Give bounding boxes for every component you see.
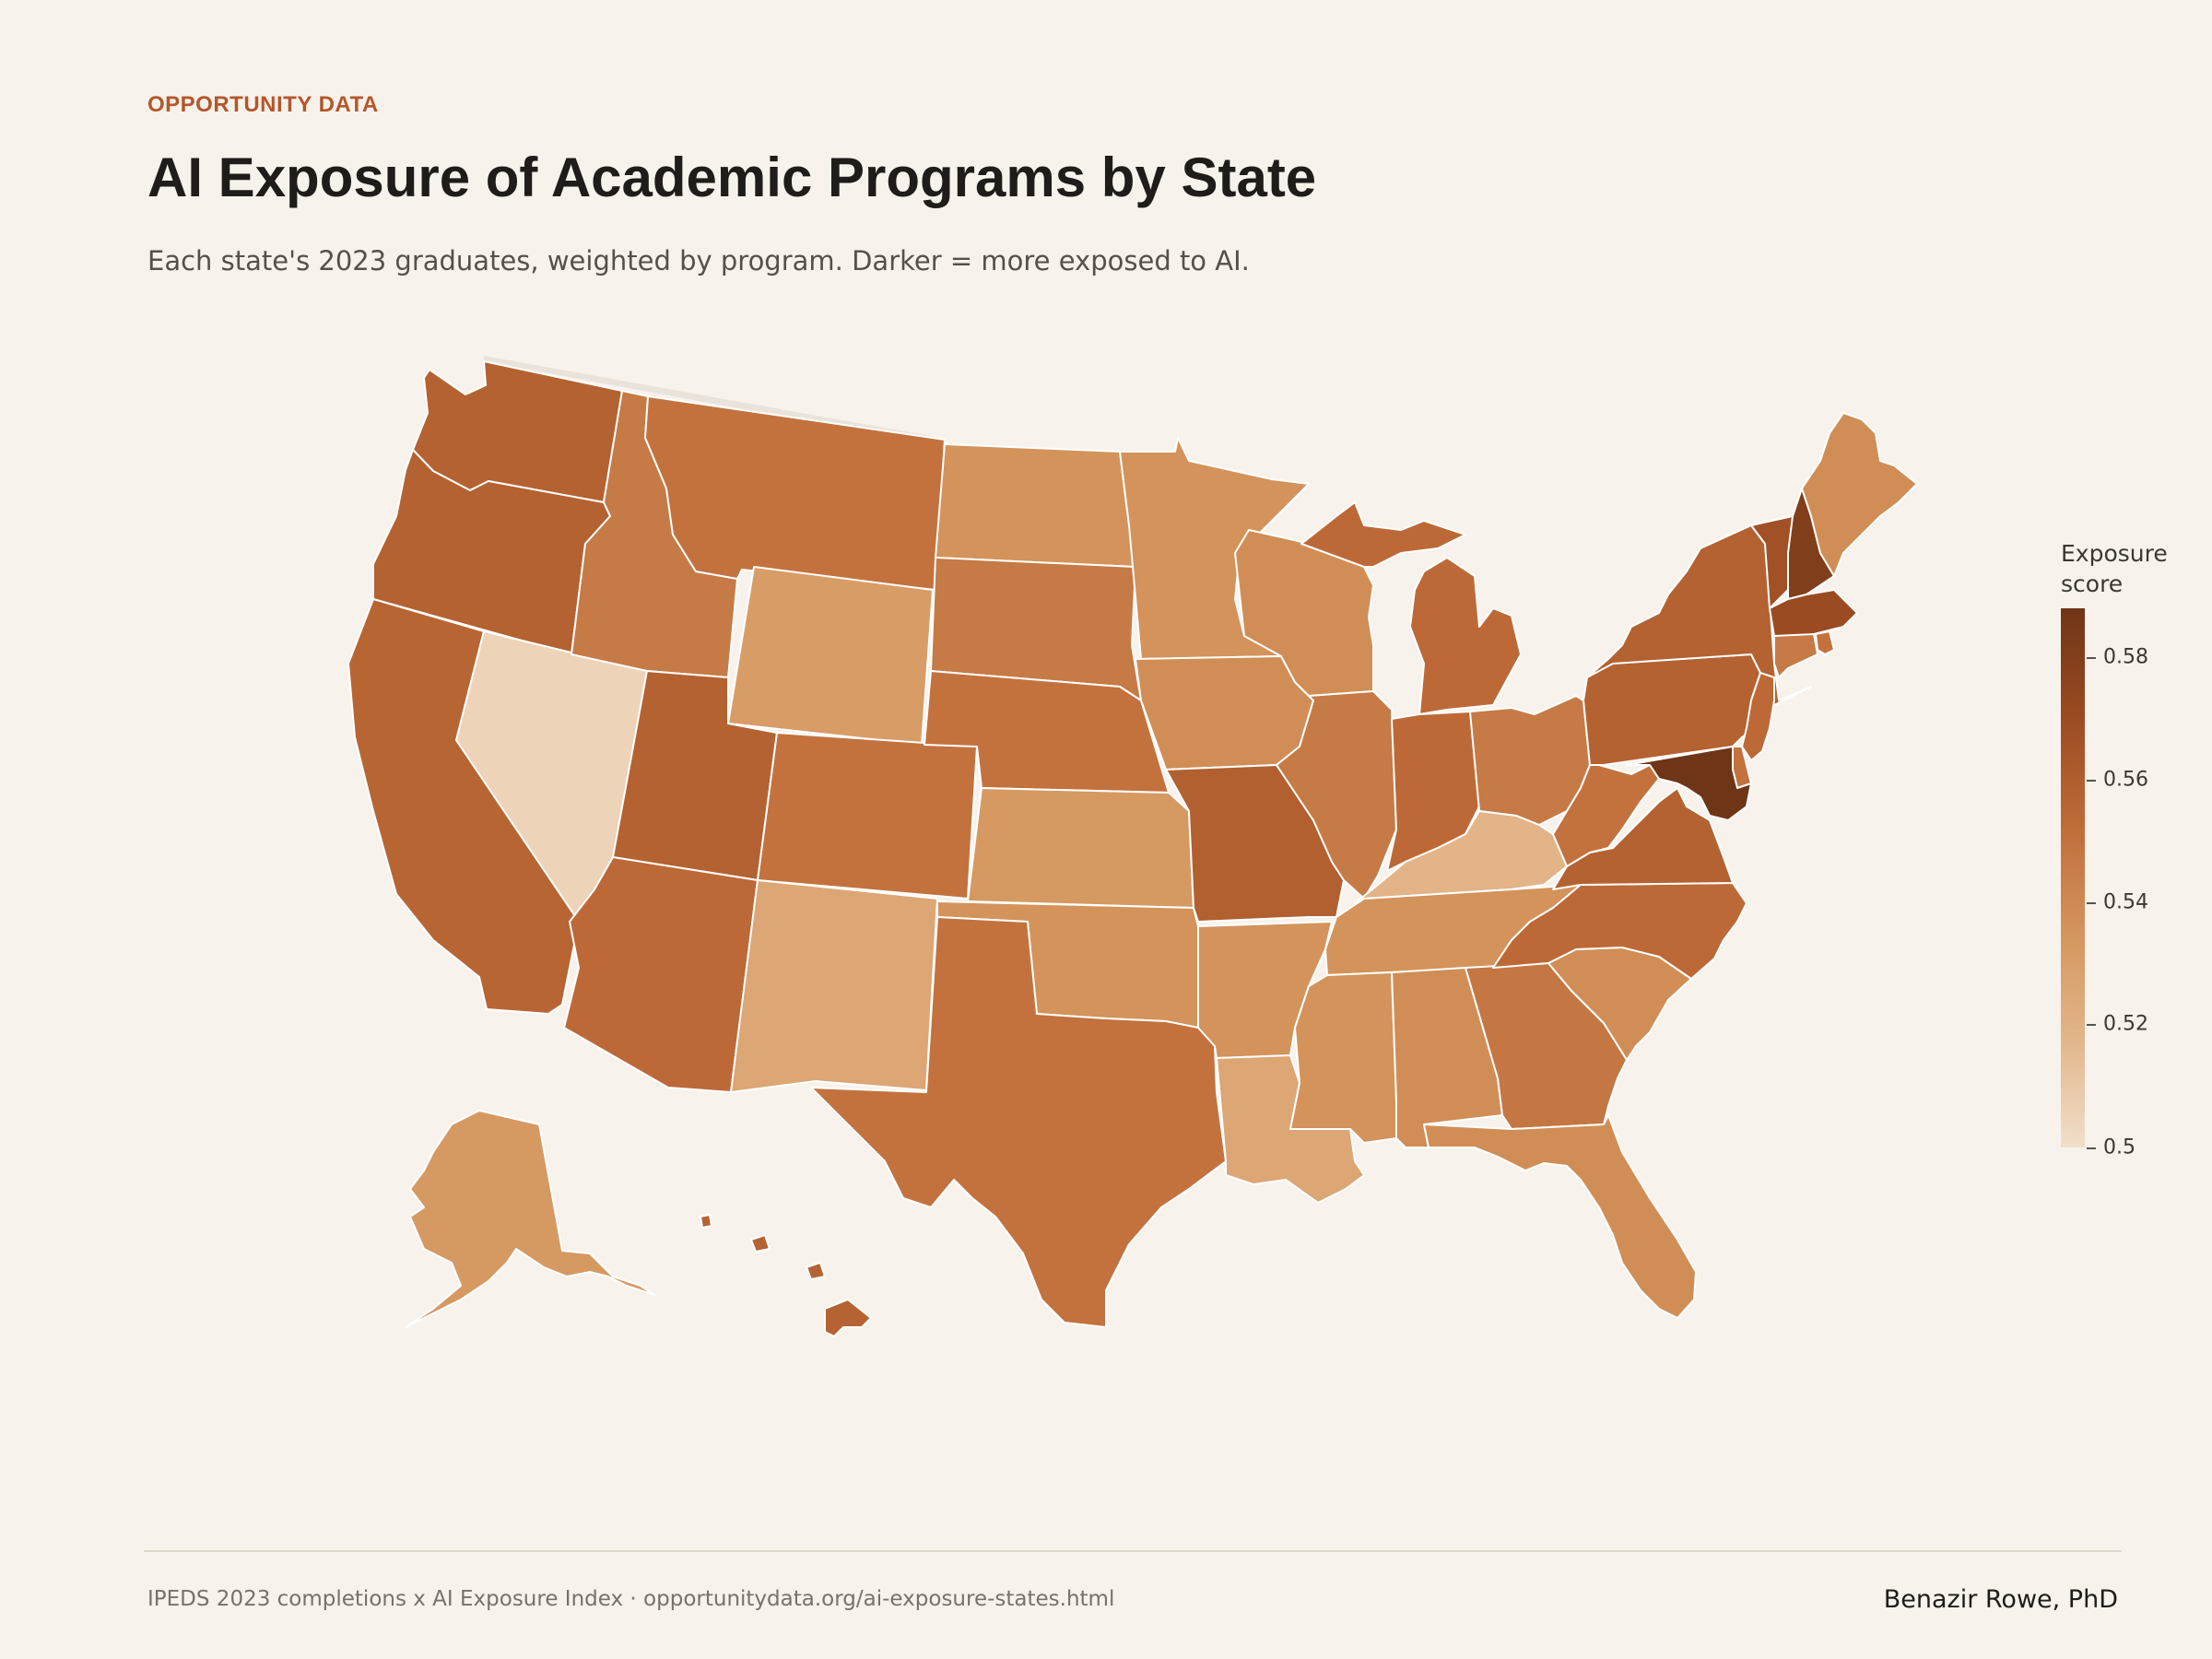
canada-border-sliver <box>484 356 945 442</box>
state-ms[interactable] <box>1289 971 1397 1144</box>
legend-tick-label: 0.56 <box>2103 768 2148 792</box>
eyebrow-label: OPPORTUNITY DATA <box>147 92 379 117</box>
legend-tick-mark <box>2087 657 2096 659</box>
legend-tick-mark <box>2087 1024 2096 1026</box>
state-hi[interactable] <box>700 1214 872 1337</box>
state-fl[interactable] <box>1423 1114 1697 1319</box>
source-note: IPEDS 2023 completions x AI Exposure Ind… <box>147 1587 1115 1611</box>
state-ct[interactable] <box>1773 633 1818 678</box>
state-md[interactable] <box>1626 746 1752 821</box>
legend-tick-label: 0.54 <box>2103 890 2148 914</box>
page-title: AI Exposure of Academic Programs by Stat… <box>147 147 1317 208</box>
state-mi[interactable] <box>1300 501 1522 715</box>
state-ks[interactable] <box>967 787 1194 909</box>
state-ar[interactable] <box>1197 921 1333 1059</box>
state-tx[interactable] <box>810 916 1227 1328</box>
state-wi[interactable] <box>1234 529 1374 697</box>
footer-divider <box>144 1550 2122 1552</box>
state-ia[interactable] <box>1135 655 1314 771</box>
state-nd[interactable] <box>935 443 1136 568</box>
legend-tick-label: 0.5 <box>2103 1135 2136 1159</box>
state-mt[interactable] <box>644 395 946 591</box>
state-az[interactable] <box>563 856 759 1093</box>
legend-color-bar <box>2061 608 2085 1147</box>
page-subtitle: Each state's 2023 graduates, weighted by… <box>147 245 1250 276</box>
state-nc[interactable] <box>1492 882 1747 980</box>
state-ma[interactable] <box>1769 589 1858 637</box>
legend-title: Exposure score <box>2061 540 2168 597</box>
state-ak[interactable] <box>405 1110 655 1328</box>
state-me[interactable] <box>1801 412 1918 577</box>
state-co[interactable] <box>757 732 978 900</box>
legend-tick-label: 0.52 <box>2103 1012 2148 1036</box>
legend-tick-mark <box>2087 902 2096 904</box>
state-ri[interactable] <box>1815 630 1835 655</box>
state-nj[interactable] <box>1741 672 1775 761</box>
legend-tick-mark <box>2087 1147 2096 1149</box>
author-name: Benazir Rowe, PhD <box>1883 1585 2118 1614</box>
state-nm[interactable] <box>730 879 938 1093</box>
state-wy[interactable] <box>727 566 934 746</box>
legend-tick-mark <box>2087 780 2096 782</box>
legend-tick-label: 0.58 <box>2103 645 2148 669</box>
